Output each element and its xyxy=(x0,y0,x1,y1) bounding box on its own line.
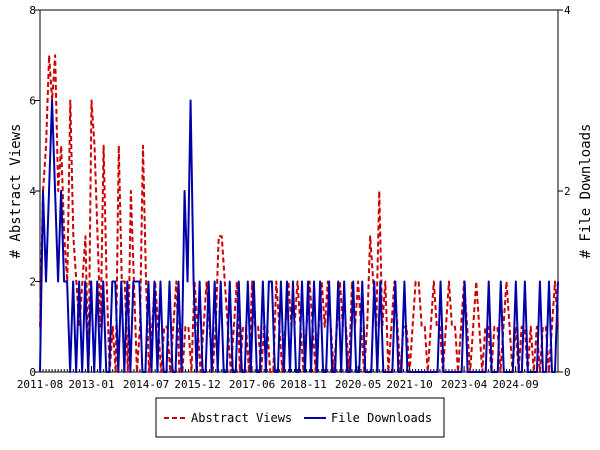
x-tick-label: 2021-10 xyxy=(386,378,432,391)
x-tick-label: 2018-11 xyxy=(280,378,326,391)
x-tick-label: 2013-01 xyxy=(68,378,114,391)
x-tick-label: 2014-07 xyxy=(123,378,169,391)
y-left-tick-label: 6 xyxy=(29,95,36,108)
y-right-tick-label: 2 xyxy=(564,185,571,198)
y-right-tick-label: 0 xyxy=(564,366,571,379)
y-left-tick-label: 8 xyxy=(29,4,36,17)
x-tick-label: 2017-06 xyxy=(229,378,275,391)
series-line-abstract-views xyxy=(39,54,559,373)
y-axis-left-title: # Abstract Views xyxy=(8,124,24,259)
y-axis-left: 0 2 4 6 8 xyxy=(29,4,40,379)
x-tick-label: 2015-12 xyxy=(174,378,220,391)
x-tick-label: 2023-04 xyxy=(441,378,488,391)
y-axis-right: 0 2 4 xyxy=(558,4,571,379)
legend-box xyxy=(155,397,445,438)
y-right-tick-label: 4 xyxy=(564,4,571,17)
x-tick-label: 2024-09 xyxy=(492,378,538,391)
x-tick-label: 2011-08 xyxy=(17,378,63,391)
y-left-tick-label: 0 xyxy=(29,366,36,379)
y-left-tick-label: 4 xyxy=(29,185,36,198)
legend: Abstract Views File Downloads xyxy=(155,397,445,438)
legend-label-abstract-views: Abstract Views xyxy=(191,411,292,425)
series-line-file-downloads xyxy=(39,99,559,373)
y-axis-right-title: # File Downloads xyxy=(578,124,594,259)
legend-label-file-downloads: File Downloads xyxy=(331,411,432,425)
series-layer xyxy=(39,54,559,373)
x-tick-label: 2020-05 xyxy=(335,378,381,391)
y-left-tick-label: 2 xyxy=(29,276,36,289)
